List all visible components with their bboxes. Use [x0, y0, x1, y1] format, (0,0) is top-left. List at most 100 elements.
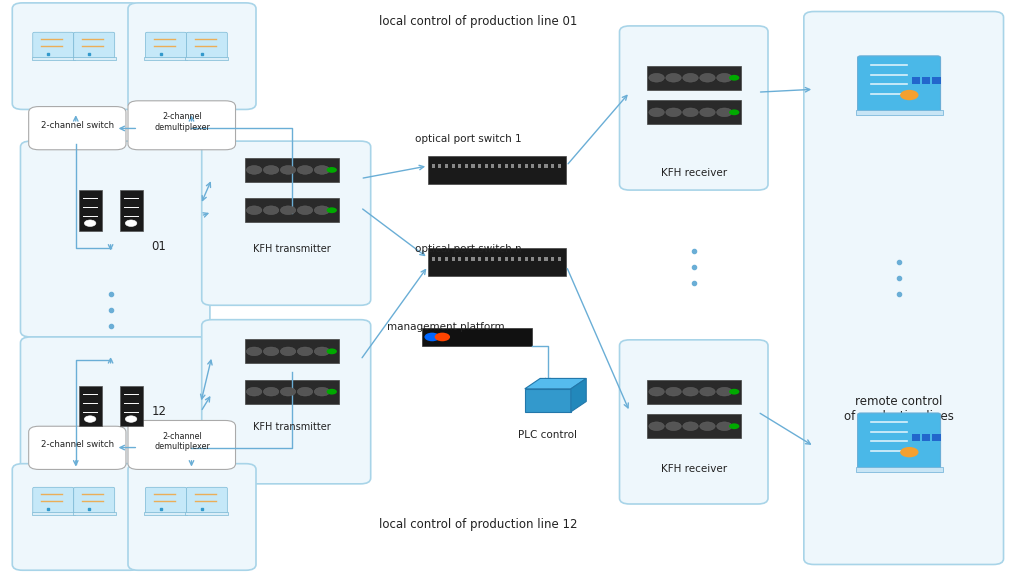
- Bar: [245, 380, 339, 404]
- Circle shape: [327, 389, 337, 395]
- Bar: [511, 256, 514, 260]
- Circle shape: [247, 387, 262, 396]
- Bar: [505, 256, 508, 260]
- Bar: [471, 164, 474, 168]
- Bar: [498, 256, 501, 260]
- Circle shape: [699, 387, 715, 396]
- Text: 2-channel switch: 2-channel switch: [41, 121, 115, 130]
- FancyBboxPatch shape: [74, 487, 115, 513]
- Bar: [524, 164, 527, 168]
- Circle shape: [314, 206, 330, 215]
- Circle shape: [327, 167, 337, 173]
- Circle shape: [699, 422, 715, 431]
- Bar: [478, 164, 481, 168]
- Bar: [79, 386, 101, 426]
- FancyBboxPatch shape: [858, 56, 940, 111]
- Text: 2-channel
demultiplexer: 2-channel demultiplexer: [155, 431, 210, 451]
- Bar: [511, 164, 514, 168]
- Text: optical port switch n: optical port switch n: [415, 244, 521, 254]
- Circle shape: [729, 75, 739, 81]
- Circle shape: [683, 422, 698, 431]
- Bar: [428, 156, 565, 184]
- Text: 2-channel switch: 2-channel switch: [41, 440, 115, 449]
- FancyBboxPatch shape: [620, 26, 768, 190]
- Circle shape: [297, 347, 312, 356]
- Circle shape: [327, 207, 337, 213]
- Text: optical port switch 1: optical port switch 1: [415, 134, 521, 145]
- Bar: [120, 386, 142, 426]
- Bar: [478, 256, 481, 260]
- Text: remote control
of production lines: remote control of production lines: [844, 395, 954, 423]
- Circle shape: [900, 447, 919, 457]
- FancyBboxPatch shape: [145, 32, 186, 58]
- Bar: [856, 109, 942, 115]
- Circle shape: [281, 347, 296, 356]
- Text: management platform: management platform: [387, 322, 505, 332]
- Circle shape: [900, 90, 919, 100]
- Bar: [185, 512, 228, 516]
- Circle shape: [649, 108, 665, 117]
- Circle shape: [263, 206, 279, 215]
- Bar: [545, 256, 548, 260]
- Bar: [452, 164, 455, 168]
- Circle shape: [649, 422, 665, 431]
- FancyBboxPatch shape: [202, 141, 371, 305]
- Circle shape: [281, 387, 296, 396]
- Circle shape: [263, 387, 279, 396]
- Circle shape: [314, 387, 330, 396]
- Circle shape: [717, 422, 732, 431]
- FancyBboxPatch shape: [29, 107, 126, 150]
- Bar: [445, 164, 449, 168]
- FancyBboxPatch shape: [186, 487, 227, 513]
- Circle shape: [297, 165, 312, 175]
- Bar: [647, 66, 741, 90]
- Bar: [471, 256, 474, 260]
- Bar: [144, 512, 187, 516]
- Bar: [432, 164, 435, 168]
- Bar: [245, 198, 339, 222]
- Bar: [932, 434, 940, 441]
- Bar: [438, 164, 441, 168]
- Circle shape: [729, 389, 739, 395]
- Bar: [492, 256, 495, 260]
- FancyBboxPatch shape: [128, 464, 256, 570]
- Circle shape: [84, 416, 96, 422]
- Text: 01: 01: [152, 240, 167, 253]
- Bar: [524, 256, 527, 260]
- Bar: [505, 164, 508, 168]
- FancyBboxPatch shape: [33, 487, 74, 513]
- Circle shape: [263, 165, 279, 175]
- Bar: [518, 164, 521, 168]
- Bar: [185, 57, 228, 60]
- FancyBboxPatch shape: [12, 3, 140, 109]
- Bar: [525, 389, 571, 412]
- Bar: [144, 57, 187, 60]
- FancyBboxPatch shape: [186, 32, 227, 58]
- Bar: [452, 256, 455, 260]
- Circle shape: [247, 347, 262, 356]
- Circle shape: [729, 109, 739, 115]
- Text: PLC control: PLC control: [518, 430, 578, 440]
- Bar: [545, 164, 548, 168]
- Circle shape: [699, 108, 715, 117]
- FancyBboxPatch shape: [128, 420, 236, 469]
- FancyBboxPatch shape: [74, 32, 115, 58]
- Bar: [518, 256, 521, 260]
- Bar: [922, 77, 930, 84]
- Bar: [79, 190, 101, 230]
- Circle shape: [717, 73, 732, 82]
- Bar: [438, 256, 441, 260]
- Circle shape: [666, 422, 681, 431]
- Bar: [32, 57, 75, 60]
- FancyBboxPatch shape: [20, 337, 210, 533]
- Bar: [856, 467, 942, 472]
- FancyBboxPatch shape: [20, 141, 210, 337]
- Bar: [73, 57, 116, 60]
- Circle shape: [297, 206, 312, 215]
- Circle shape: [84, 220, 96, 226]
- Text: KFH receiver: KFH receiver: [662, 464, 727, 475]
- FancyBboxPatch shape: [620, 340, 768, 504]
- Polygon shape: [571, 378, 586, 412]
- Bar: [531, 164, 535, 168]
- Bar: [647, 380, 741, 404]
